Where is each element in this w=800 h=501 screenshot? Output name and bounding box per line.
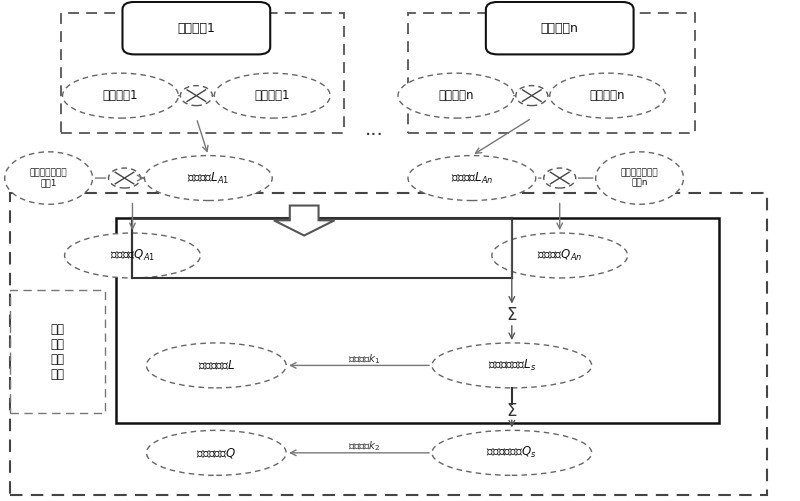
Circle shape bbox=[544, 168, 576, 188]
Ellipse shape bbox=[145, 156, 272, 200]
Ellipse shape bbox=[550, 73, 666, 118]
Ellipse shape bbox=[492, 233, 628, 278]
Ellipse shape bbox=[408, 156, 536, 200]
Text: 负荷密度n: 负荷密度n bbox=[590, 89, 626, 102]
Ellipse shape bbox=[432, 430, 592, 475]
Ellipse shape bbox=[398, 73, 514, 118]
Ellipse shape bbox=[62, 73, 178, 118]
Text: 负荷预测值$L$: 负荷预测值$L$ bbox=[198, 359, 235, 372]
Text: 预测电量$Q_{A1}$: 预测电量$Q_{A1}$ bbox=[110, 248, 155, 263]
Circle shape bbox=[109, 168, 141, 188]
Text: 预测电量初值$Q_s$: 预测电量初值$Q_s$ bbox=[486, 445, 538, 460]
Circle shape bbox=[180, 86, 212, 106]
Polygon shape bbox=[274, 205, 334, 235]
Text: Σ: Σ bbox=[506, 307, 517, 325]
Ellipse shape bbox=[65, 233, 200, 278]
Circle shape bbox=[516, 86, 548, 106]
FancyBboxPatch shape bbox=[486, 2, 634, 55]
Text: 供电区域n: 供电区域n bbox=[541, 22, 578, 35]
Ellipse shape bbox=[146, 430, 286, 475]
Text: 最大负荷利用小
时数n: 最大负荷利用小 时数n bbox=[621, 168, 658, 188]
Text: 供电区域1: 供电区域1 bbox=[178, 22, 215, 35]
Text: 预测负荷$L_{An}$: 预测负荷$L_{An}$ bbox=[450, 170, 493, 185]
Text: 预测负荷初值$L_s$: 预测负荷初值$L_s$ bbox=[488, 358, 536, 373]
Text: 全域
大规
模配
电网: 全域 大规 模配 电网 bbox=[50, 323, 64, 381]
Ellipse shape bbox=[432, 343, 592, 388]
Text: 修正系数$k_1$: 修正系数$k_1$ bbox=[347, 352, 381, 366]
Text: 修正系数$k_2$: 修正系数$k_2$ bbox=[348, 439, 381, 453]
Text: 供电面积1: 供电面积1 bbox=[254, 89, 290, 102]
Text: 电量预测值$Q$: 电量预测值$Q$ bbox=[196, 446, 237, 460]
Text: 最大负荷利用小
时数1: 最大负荷利用小 时数1 bbox=[30, 168, 67, 188]
Text: Σ: Σ bbox=[506, 402, 517, 420]
Bar bbox=[61, 13, 344, 133]
Bar bbox=[408, 13, 695, 133]
Text: 预测负荷$L_{A1}$: 预测负荷$L_{A1}$ bbox=[187, 170, 230, 185]
Bar bbox=[10, 291, 105, 413]
Ellipse shape bbox=[596, 152, 683, 204]
Text: 供电面积n: 供电面积n bbox=[438, 89, 474, 102]
Text: 预测电量$Q_{An}$: 预测电量$Q_{An}$ bbox=[537, 248, 582, 263]
Bar bbox=[117, 218, 719, 423]
Ellipse shape bbox=[146, 343, 286, 388]
Ellipse shape bbox=[214, 73, 330, 118]
Ellipse shape bbox=[5, 152, 93, 204]
Text: ···: ··· bbox=[365, 126, 384, 145]
Bar bbox=[10, 193, 767, 495]
FancyBboxPatch shape bbox=[122, 2, 270, 55]
Text: 负荷密度1: 负荷密度1 bbox=[102, 89, 138, 102]
